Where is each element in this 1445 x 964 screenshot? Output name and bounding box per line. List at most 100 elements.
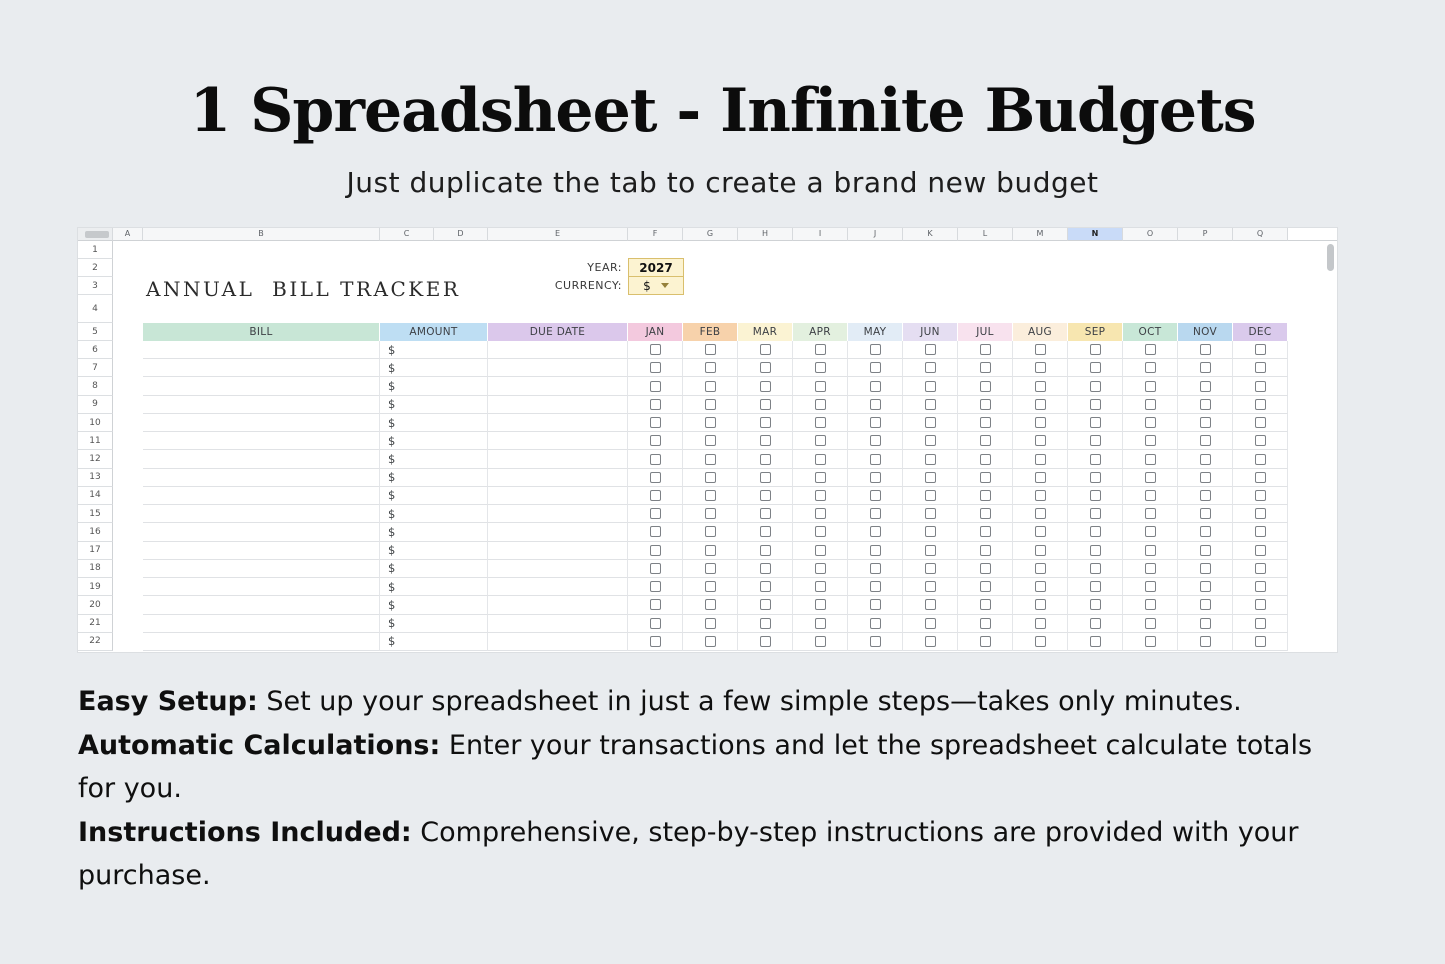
checkbox[interactable]: [814, 453, 826, 465]
checkbox[interactable]: [1144, 599, 1156, 611]
currency-dropdown[interactable]: $: [628, 276, 684, 295]
checkbox[interactable]: [924, 417, 936, 429]
checkbox[interactable]: [869, 417, 881, 429]
due-date-cell[interactable]: [488, 614, 628, 633]
checkbox[interactable]: [704, 562, 716, 574]
checkbox[interactable]: [924, 471, 936, 483]
checkbox[interactable]: [1034, 581, 1046, 593]
row-header-8[interactable]: 8: [78, 377, 113, 396]
checkbox[interactable]: [869, 562, 881, 574]
checkbox[interactable]: [759, 581, 771, 593]
checkbox[interactable]: [649, 562, 661, 574]
checkbox[interactable]: [649, 417, 661, 429]
checkbox[interactable]: [1144, 435, 1156, 447]
checkbox[interactable]: [1089, 617, 1101, 629]
checkbox[interactable]: [979, 453, 991, 465]
checkbox[interactable]: [1144, 362, 1156, 374]
row-header-21[interactable]: 21: [78, 614, 113, 633]
bill-cell[interactable]: [143, 559, 380, 579]
checkbox[interactable]: [814, 544, 826, 556]
bill-cell[interactable]: [143, 505, 380, 524]
month-header-feb[interactable]: FEB: [683, 323, 738, 341]
checkbox[interactable]: [979, 489, 991, 501]
checkbox[interactable]: [1144, 526, 1156, 538]
checkbox[interactable]: [649, 581, 661, 593]
month-header-may[interactable]: MAY: [848, 323, 903, 341]
checkbox[interactable]: [1034, 489, 1046, 501]
bill-cell[interactable]: [143, 578, 380, 597]
checkbox[interactable]: [759, 508, 771, 520]
checkbox[interactable]: [1199, 599, 1211, 611]
checkbox[interactable]: [1034, 398, 1046, 410]
amount-cell[interactable]: $: [380, 523, 488, 542]
column-header-l[interactable]: L: [958, 228, 1013, 241]
checkbox[interactable]: [924, 344, 936, 356]
checkbox[interactable]: [1089, 344, 1101, 356]
checkbox[interactable]: [1089, 581, 1101, 593]
month-header-oct[interactable]: OCT: [1123, 323, 1178, 341]
checkbox[interactable]: [924, 435, 936, 447]
bill-cell[interactable]: [143, 377, 380, 396]
checkbox[interactable]: [1089, 398, 1101, 410]
checkbox[interactable]: [1089, 435, 1101, 447]
select-all-corner[interactable]: [78, 228, 113, 241]
checkbox[interactable]: [1199, 435, 1211, 447]
checkbox[interactable]: [924, 635, 936, 647]
column-header-p[interactable]: P: [1178, 228, 1233, 241]
checkbox[interactable]: [759, 599, 771, 611]
checkbox[interactable]: [924, 599, 936, 611]
checkbox[interactable]: [979, 344, 991, 356]
checkbox[interactable]: [704, 544, 716, 556]
checkbox[interactable]: [649, 508, 661, 520]
checkbox[interactable]: [704, 417, 716, 429]
row-header-10[interactable]: 10: [78, 413, 113, 433]
amount-cell[interactable]: $: [380, 341, 488, 360]
due-date-cell[interactable]: [488, 468, 628, 487]
column-header-c[interactable]: C: [380, 228, 434, 241]
row-header-19[interactable]: 19: [78, 578, 113, 597]
amount-cell[interactable]: $: [380, 505, 488, 524]
checkbox[interactable]: [1034, 599, 1046, 611]
checkbox[interactable]: [704, 398, 716, 410]
checkbox[interactable]: [1254, 599, 1266, 611]
checkbox[interactable]: [1089, 471, 1101, 483]
checkbox[interactable]: [1034, 435, 1046, 447]
column-header-a[interactable]: A: [113, 228, 143, 241]
checkbox[interactable]: [704, 380, 716, 392]
checkbox[interactable]: [924, 362, 936, 374]
checkbox[interactable]: [649, 453, 661, 465]
checkbox[interactable]: [924, 508, 936, 520]
row-header-2[interactable]: 2: [78, 259, 113, 277]
month-header-sep[interactable]: SEP: [1068, 323, 1123, 341]
checkbox[interactable]: [979, 398, 991, 410]
checkbox[interactable]: [1144, 635, 1156, 647]
checkbox[interactable]: [1199, 635, 1211, 647]
month-header-jan[interactable]: JAN: [628, 323, 683, 341]
checkbox[interactable]: [924, 453, 936, 465]
amount-cell[interactable]: $: [380, 395, 488, 414]
checkbox[interactable]: [649, 435, 661, 447]
column-header-i[interactable]: I: [793, 228, 848, 241]
checkbox[interactable]: [1034, 417, 1046, 429]
checkbox[interactable]: [979, 544, 991, 556]
checkbox[interactable]: [759, 362, 771, 374]
checkbox[interactable]: [1254, 380, 1266, 392]
checkbox[interactable]: [979, 526, 991, 538]
checkbox[interactable]: [1199, 526, 1211, 538]
checkbox[interactable]: [869, 526, 881, 538]
checkbox[interactable]: [979, 635, 991, 647]
checkbox[interactable]: [1254, 617, 1266, 629]
amount-cell[interactable]: $: [380, 559, 488, 579]
checkbox[interactable]: [924, 617, 936, 629]
checkbox[interactable]: [1144, 508, 1156, 520]
checkbox[interactable]: [759, 617, 771, 629]
checkbox[interactable]: [814, 471, 826, 483]
checkbox[interactable]: [979, 599, 991, 611]
checkbox[interactable]: [814, 635, 826, 647]
column-header-b[interactable]: B: [143, 228, 380, 241]
bill-cell[interactable]: [143, 632, 380, 651]
checkbox[interactable]: [1089, 489, 1101, 501]
row-header-17[interactable]: 17: [78, 541, 113, 560]
bill-cell[interactable]: [143, 614, 380, 633]
due-date-cell[interactable]: [488, 578, 628, 597]
